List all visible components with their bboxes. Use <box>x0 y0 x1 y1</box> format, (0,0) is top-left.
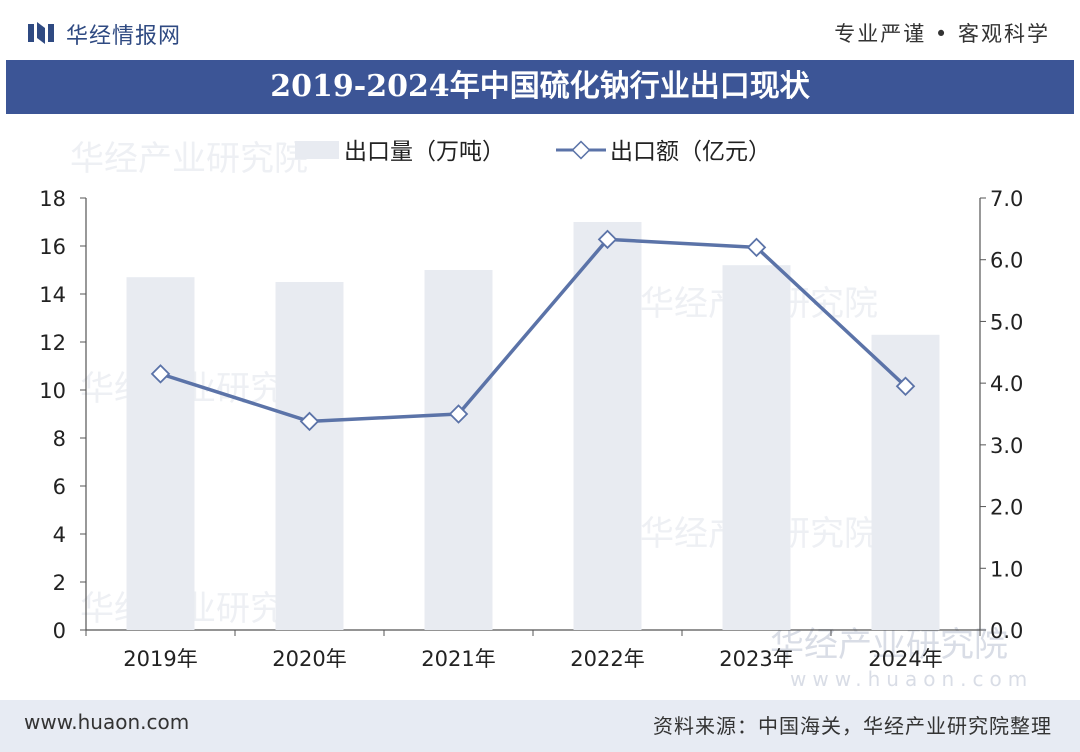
x-tick-label: 2021年 <box>421 647 495 671</box>
y-right-tick-label: 4.0 <box>990 372 1023 396</box>
brand-name: 华经情报网 <box>66 24 182 49</box>
watermark-url: www.huaon.com <box>790 667 1033 691</box>
y-left-tick-label: 8 <box>53 427 66 451</box>
y-left-tick-label: 12 <box>39 331 66 355</box>
y-left-tick-label: 6 <box>53 475 66 499</box>
brand-logo-icon <box>28 22 54 44</box>
line-point-2019年 <box>150 364 171 384</box>
footer-site: www.huaon.com <box>24 710 190 734</box>
y-left-tick-label: 18 <box>39 187 66 211</box>
legend-bar-label: 出口量（万吨） <box>344 139 505 165</box>
top-bar: 华经情报网 专业严谨 • 客观科学 <box>0 0 1080 58</box>
y-left-tick-label: 10 <box>39 379 66 403</box>
footer-source: 资料来源：中国海关，华经产业研究院整理 <box>653 714 1052 738</box>
y-right-tick-label: 6.0 <box>990 249 1023 273</box>
slogan: 专业严谨 • 客观科学 <box>834 22 1050 46</box>
y-left-tick-label: 4 <box>53 523 66 547</box>
y-left-tick-label: 16 <box>39 235 66 259</box>
x-tick-label: 2024年 <box>868 647 942 671</box>
bar-2022年 <box>573 222 642 630</box>
bar-2019年 <box>126 277 195 630</box>
x-tick-label: 2019年 <box>123 647 197 671</box>
legend-bar-swatch <box>295 141 339 159</box>
line-point-2024年 <box>895 376 916 396</box>
y-right-tick-label: 5.0 <box>990 310 1023 334</box>
x-tick-label: 2020年 <box>272 647 346 671</box>
line-point-2021年 <box>448 404 469 424</box>
y-right-tick-label: 7.0 <box>990 187 1023 211</box>
y-left-tick-label: 2 <box>53 571 66 595</box>
line-point-2022年 <box>597 229 618 250</box>
export-value-line <box>159 237 907 424</box>
y-right-tick-label: 2.0 <box>990 496 1023 520</box>
y-left-tick-label: 0 <box>53 619 66 643</box>
bar-2021年 <box>424 270 493 630</box>
legend-line-label: 出口额（亿元） <box>610 139 771 165</box>
line-point-2023年 <box>746 237 767 258</box>
bar-2023年 <box>722 265 791 630</box>
x-tick-label: 2023年 <box>719 647 793 671</box>
watermark-text: 华经产业研究院 <box>70 139 308 179</box>
y-right-tick-label: 0.0 <box>990 619 1023 643</box>
y-left-tick-label: 14 <box>39 283 66 307</box>
chart-title: 2019-2024年中国硫化钠行业出口现状 <box>270 69 810 104</box>
y-right-tick-label: 3.0 <box>990 434 1023 458</box>
line-point-2020年 <box>299 411 320 432</box>
y-right-tick-label: 1.0 <box>990 557 1023 581</box>
bar-2020年 <box>275 282 344 630</box>
x-tick-label: 2022年 <box>570 647 644 671</box>
watermark-main: 华经产业研究院 <box>770 625 1008 665</box>
title-bar: 2019-2024年中国硫化钠行业出口现状 <box>6 60 1074 114</box>
footer: www.huaon.com 资料来源：中国海关，华经产业研究院整理 <box>0 700 1080 752</box>
legend-line-marker <box>571 140 591 160</box>
chart-area: 华经产业研究院华经产业研究院华经产业研究院华经产业研究院华经产业研究院华经产业研… <box>39 139 1033 691</box>
